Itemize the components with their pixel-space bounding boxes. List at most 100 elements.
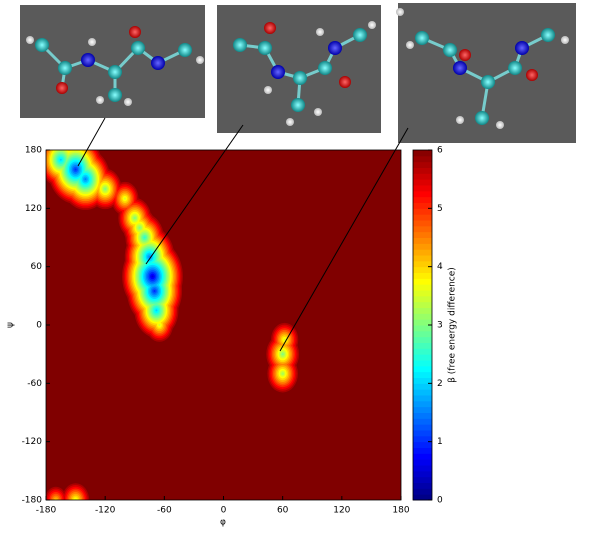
molecule-image xyxy=(20,3,576,143)
colorbar-cell xyxy=(413,435,432,443)
colorbar-cell xyxy=(413,307,432,314)
pointer-lines xyxy=(77,117,409,352)
colorbar-cell xyxy=(413,150,432,157)
colorbar-cell xyxy=(413,155,432,163)
colorbar-cell xyxy=(413,430,432,437)
colorbar-cell xyxy=(413,336,432,343)
colorbar-cell xyxy=(413,406,432,413)
colorbar-cell xyxy=(413,494,432,501)
colorbar-cell xyxy=(413,383,432,390)
colorbar-tick-label: 0 xyxy=(437,496,443,506)
colorbar-cell xyxy=(413,220,432,227)
colorbar-cell xyxy=(413,185,432,192)
colorbar-cell xyxy=(413,161,432,168)
x-tick-label: -60 xyxy=(157,506,172,516)
energy-contour xyxy=(153,289,156,292)
colorbar-tick-label: 3 xyxy=(437,321,443,331)
energy-contour xyxy=(151,275,154,278)
colorbar-cell xyxy=(413,400,432,408)
colorbar-cell xyxy=(413,231,432,238)
colorbar-cell xyxy=(413,196,432,203)
colorbar-cell xyxy=(413,342,432,349)
colorbar-cell xyxy=(413,202,432,209)
colorbar xyxy=(413,150,432,501)
colorbar-tick-label: 2 xyxy=(437,379,443,389)
colorbar-cell xyxy=(413,418,432,425)
colorbar-cell xyxy=(413,225,432,233)
colorbar-cell xyxy=(413,348,432,355)
colorbar-cell xyxy=(413,453,432,460)
colorbar-cell xyxy=(413,476,432,483)
x-tick-label: -120 xyxy=(95,506,116,516)
colorbar-tick-label: 4 xyxy=(437,262,443,272)
colorbar-cell xyxy=(413,173,432,180)
colorbar-cell xyxy=(413,249,432,256)
y-tick-label: -180 xyxy=(22,496,43,506)
colorbar-cell xyxy=(413,488,432,495)
colorbar-cell xyxy=(413,459,432,466)
y-tick-label: 60 xyxy=(31,262,43,272)
colorbar-cell xyxy=(413,395,432,402)
colorbar-cell xyxy=(413,214,432,221)
colorbar-tick-label: 1 xyxy=(437,437,443,447)
y-tick-label: 0 xyxy=(36,321,42,331)
colorbar-cell xyxy=(413,412,432,419)
x-tick-label: -180 xyxy=(36,506,57,516)
colorbar-cell xyxy=(413,447,432,454)
y-tick-label: -60 xyxy=(27,379,42,389)
colorbar-cell xyxy=(413,313,432,320)
colorbar-cell xyxy=(413,465,432,472)
energy-contour xyxy=(143,236,146,239)
x-axis-label: φ xyxy=(220,518,226,528)
colorbar-cell xyxy=(413,424,432,431)
heatmap xyxy=(46,150,301,500)
energy-contour xyxy=(138,226,141,229)
energy-contour xyxy=(73,497,78,500)
energy-contour xyxy=(84,178,87,181)
energy-contour xyxy=(104,187,107,190)
energy-contour xyxy=(133,217,136,220)
y-tick-label: 120 xyxy=(25,204,42,214)
energy-contour xyxy=(158,324,161,326)
colorbar-cell xyxy=(413,319,432,326)
colorbar-cell xyxy=(413,255,432,262)
y-tick-label: 180 xyxy=(25,146,42,156)
colorbar-cell xyxy=(413,389,432,396)
energy-contour xyxy=(74,168,77,171)
colorbar-cell xyxy=(413,441,432,448)
colorbar-cell xyxy=(413,266,432,273)
energy-contour xyxy=(155,309,158,312)
x-tick-label: 60 xyxy=(277,506,289,516)
energy-contour xyxy=(281,372,284,375)
colorbar-cell xyxy=(413,325,432,332)
x-tick-label: 120 xyxy=(333,506,350,516)
colorbar-cell xyxy=(413,330,432,338)
colorbar-cell xyxy=(413,290,432,297)
colorbar-cell xyxy=(413,260,432,268)
x-tick-label: 0 xyxy=(221,506,227,516)
colorbar-cell xyxy=(413,272,432,279)
colorbar-cell xyxy=(413,295,432,303)
colorbar-cell xyxy=(413,301,432,308)
colorbar-cell xyxy=(413,354,432,361)
energy-contour xyxy=(283,338,286,341)
colorbar-cell xyxy=(413,190,432,198)
colorbar-label: β (free energy difference) xyxy=(448,267,458,383)
colorbar-cell xyxy=(413,284,432,291)
colorbar-cell xyxy=(413,278,432,285)
energy-contour xyxy=(59,158,62,161)
colorbar-cell xyxy=(413,365,432,373)
colorbar-tick-label: 6 xyxy=(437,146,443,156)
colorbar-cell xyxy=(413,167,432,174)
energy-contour xyxy=(123,197,126,200)
colorbar-cell xyxy=(413,243,432,250)
colorbar-cell xyxy=(413,179,432,186)
colorbar-cell xyxy=(413,377,432,384)
colorbar-cell xyxy=(413,237,432,244)
y-tick-label: -120 xyxy=(22,437,43,447)
colorbar-cell xyxy=(413,470,432,478)
colorbar-cell xyxy=(413,360,432,367)
colorbar-tick-label: 5 xyxy=(437,204,443,214)
energy-contour xyxy=(53,497,59,500)
